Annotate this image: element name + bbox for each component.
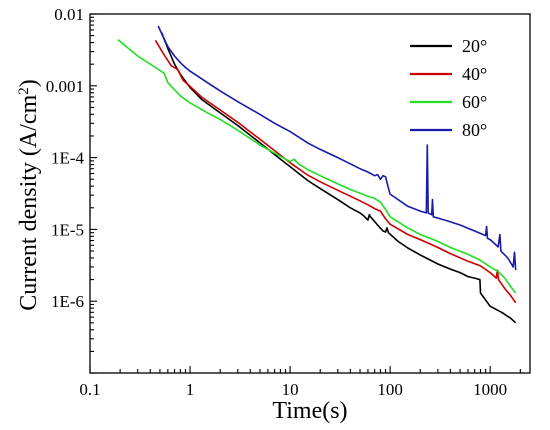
x-tick-label: 1 — [186, 380, 195, 399]
series-line-3 — [117, 38, 517, 294]
x-axis-title: Time(s) — [272, 398, 347, 424]
x-tick-label: 1000 — [473, 380, 507, 399]
y-tick-label: 0.001 — [46, 77, 84, 96]
x-tick-label: 0.1 — [79, 380, 100, 399]
y-axis-title-main: Current density (A/cm — [16, 94, 42, 310]
y-axis-title-end: ) — [16, 79, 42, 87]
y-axis-title-superscript: 2 — [16, 87, 32, 95]
legend-label: 60° — [462, 92, 487, 112]
series-line-1 — [160, 32, 517, 324]
y-axis-title: Current density (A/cm2) — [16, 79, 42, 310]
legend-label: 20° — [462, 36, 487, 56]
x-tick-label: 10 — [282, 380, 299, 399]
y-tick-label: 1E-4 — [51, 149, 85, 168]
legend-label: 40° — [462, 64, 487, 84]
series-lines — [117, 25, 517, 324]
series-line-4 — [157, 25, 517, 271]
y-tick-label: 1E-5 — [51, 220, 84, 239]
tick-labels: 0.1 1 10 100 1000 0.01 0.001 1E-4 1E-5 1E-6 — [46, 5, 507, 399]
y-tick-label: 0.01 — [54, 5, 84, 24]
legend-label: 80° — [462, 120, 487, 140]
legend: 20° 40° 60° 80° — [410, 36, 487, 140]
x-tick-label: 100 — [377, 380, 403, 399]
series-line-2 — [154, 39, 517, 304]
plot-frame — [89, 13, 531, 374]
y-tick-label: 1E-6 — [51, 292, 84, 311]
axis-ticks — [89, 13, 521, 374]
